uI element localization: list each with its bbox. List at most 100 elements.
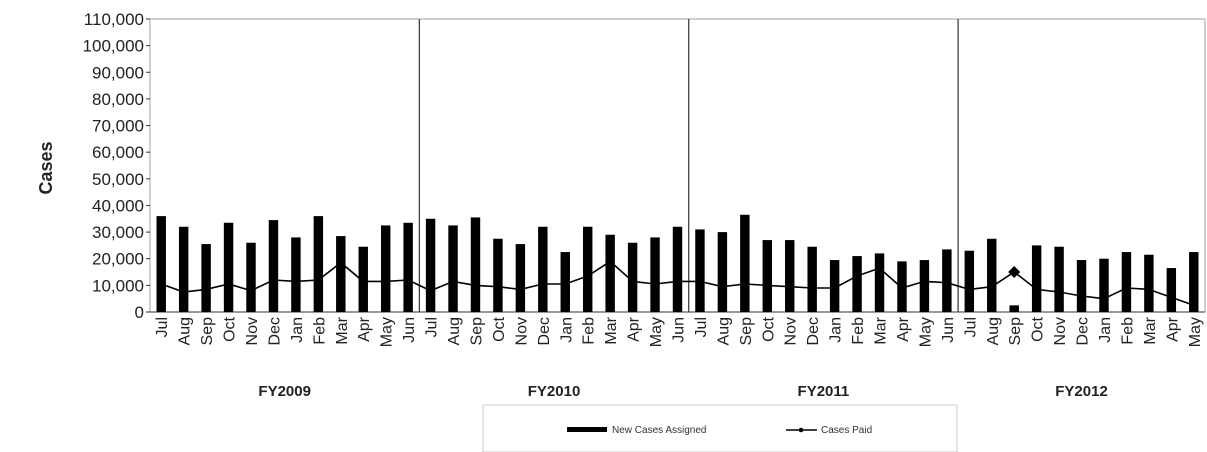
- bar: [1144, 254, 1154, 312]
- point: [1102, 296, 1106, 301]
- y-axis: 0 10,000 20,000 30,000 40,000 50,000 60,000 70,…: [83, 10, 150, 322]
- legend: New Cases Assigned Cases Paid: [482, 404, 958, 452]
- fiscal-year-label: FY2010: [528, 383, 581, 400]
- point: [271, 278, 276, 282]
- point: [181, 290, 186, 294]
- y-axis-label: Cases: [36, 141, 56, 194]
- x-tick-label: Mar: [1142, 316, 1159, 344]
- bar: [762, 240, 773, 312]
- bar: [493, 238, 503, 312]
- y-tick-label: 40,000: [92, 196, 144, 215]
- x-tick-label: May: [648, 317, 665, 347]
- bar: [717, 232, 728, 312]
- x-tick-label: Jan: [828, 317, 845, 343]
- line-series: [159, 259, 1196, 308]
- x-tick-label: Mar: [334, 316, 351, 344]
- bar: [807, 246, 817, 312]
- x-tick-label: Feb: [311, 317, 328, 345]
- legend-box: [482, 404, 958, 452]
- bar: [313, 216, 324, 312]
- x-tick-label: Jul: [962, 317, 979, 337]
- bar: [987, 238, 997, 312]
- x-tick-label: Dec: [1075, 317, 1092, 345]
- x-tick-label: Jul: [154, 317, 171, 337]
- y-tick-label: 80,000: [92, 90, 144, 109]
- bar: [246, 242, 256, 312]
- bar: [740, 214, 750, 312]
- point: [204, 287, 208, 292]
- bar: [695, 229, 705, 312]
- bar: [650, 237, 660, 312]
- point: [294, 279, 298, 284]
- point: [518, 287, 523, 292]
- point: [743, 282, 747, 286]
- bar: [785, 240, 795, 312]
- x-tick-label: Feb: [581, 317, 598, 345]
- x-tick-label: Jul: [424, 317, 441, 337]
- bar: [425, 218, 436, 312]
- x-tick-label: Mar: [603, 316, 620, 344]
- y-tick-label: 20,000: [92, 250, 144, 269]
- point: [653, 282, 657, 286]
- legend-swatch-point: [798, 427, 804, 433]
- bar: [672, 226, 683, 312]
- bar: [201, 244, 211, 312]
- legend-label: New Cases Assigned: [612, 425, 707, 436]
- bar-series: [156, 214, 1199, 312]
- y-tick-label: 90,000: [92, 63, 144, 82]
- bar: [380, 225, 391, 312]
- point: [832, 286, 837, 290]
- point: [338, 260, 343, 265]
- bar: [605, 234, 615, 312]
- point: [541, 282, 545, 286]
- legend-swatch-bar: [567, 427, 607, 432]
- x-tick-label: Jun: [940, 317, 957, 343]
- legend-label: Cases Paid: [821, 425, 872, 436]
- point: [675, 279, 680, 284]
- x-tick-label: Apr: [895, 316, 912, 342]
- fiscal-year-groups: FY2009 FY2010 FY2011 FY2012: [258, 383, 1107, 400]
- point: [900, 286, 904, 290]
- point: [810, 286, 814, 290]
- x-tick-label: Apr: [1164, 316, 1181, 342]
- point: [496, 284, 500, 289]
- bar: [1121, 252, 1132, 312]
- x-tick-label: Apr: [356, 316, 373, 342]
- x-tick-label: Oct: [491, 316, 508, 341]
- x-tick-label: Oct: [1030, 316, 1047, 341]
- bar: [470, 217, 481, 312]
- point: [226, 282, 231, 286]
- x-tick-label: Aug: [177, 317, 194, 345]
- x-tick-label: Aug: [715, 317, 732, 345]
- fiscal-year-label: FY2012: [1055, 383, 1108, 400]
- point: [316, 278, 321, 282]
- point: [922, 279, 927, 284]
- bar: [156, 216, 166, 312]
- x-tick-label: Nov: [244, 317, 261, 345]
- bar: [852, 256, 862, 312]
- x-tick-label: Nov: [513, 317, 530, 345]
- x-tick-label: May: [917, 317, 934, 347]
- x-tick-label: Nov: [783, 317, 800, 345]
- x-tick-label: Oct: [222, 316, 239, 341]
- point: [473, 283, 478, 288]
- bar: [874, 253, 885, 312]
- x-tick-label: Sep: [469, 317, 486, 346]
- x-tick-label: Dec: [805, 317, 822, 345]
- x-tick-label: Jan: [558, 317, 575, 343]
- bar: [560, 252, 570, 312]
- point: [1079, 294, 1084, 298]
- y-tick-label: 100,000: [83, 37, 144, 56]
- x-tick-label: Jun: [401, 317, 418, 343]
- x-tick-label: Jan: [1097, 317, 1114, 343]
- x-tick-label: Dec: [267, 317, 284, 345]
- point: [877, 266, 882, 270]
- point: [787, 284, 792, 289]
- y-tick-label: 110,000: [84, 10, 144, 29]
- x-tick-label: Sep: [1007, 317, 1024, 346]
- bar: [448, 225, 458, 312]
- y-tick-label: 70,000: [92, 117, 144, 136]
- bar: [291, 237, 301, 312]
- y-tick-label: 10,000: [92, 276, 144, 295]
